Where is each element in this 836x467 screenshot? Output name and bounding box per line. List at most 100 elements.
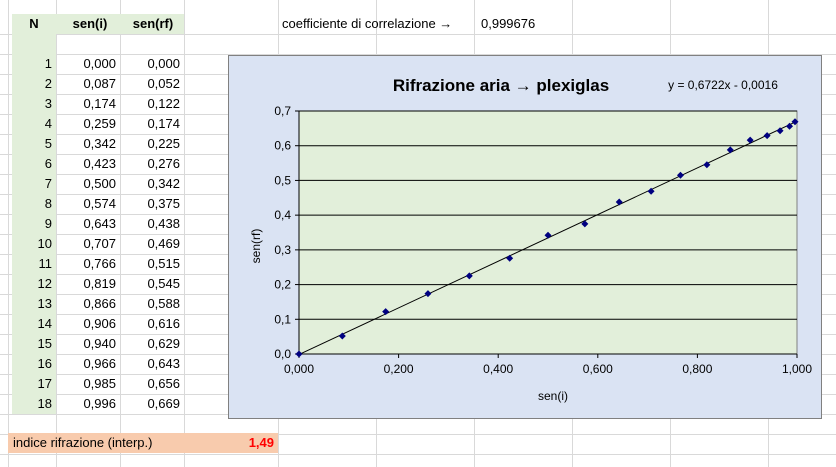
row-n[interactable]: 14 <box>37 316 52 331</box>
row-n[interactable]: 12 <box>37 276 52 291</box>
row-senrf[interactable]: 0,629 <box>147 336 180 351</box>
data-point <box>338 332 346 340</box>
data-point <box>703 161 711 169</box>
row-n[interactable]: 16 <box>37 356 52 371</box>
n-column-band <box>12 14 56 414</box>
row-seni[interactable]: 0,423 <box>83 156 116 171</box>
row-n[interactable]: 6 <box>44 156 52 171</box>
data-point <box>424 290 432 298</box>
row-n[interactable]: 2 <box>44 76 52 91</box>
data-point <box>746 136 754 144</box>
row-senrf[interactable]: 0,616 <box>147 316 180 331</box>
x-tick-label: 0,400 <box>483 362 513 376</box>
y-tick-label: 0,3 <box>274 243 291 257</box>
data-point <box>581 220 589 228</box>
row-seni[interactable]: 0,766 <box>83 256 116 271</box>
row-seni[interactable]: 0,174 <box>83 96 116 111</box>
row-senrf[interactable]: 0,276 <box>147 156 180 171</box>
y-tick-label: 0,5 <box>274 173 291 187</box>
row-senrf[interactable]: 0,643 <box>147 356 180 371</box>
chart-area[interactable]: Rifrazione aria → plexiglas y = 0,6722x … <box>228 55 822 419</box>
y-tick-label: 0,1 <box>274 312 291 326</box>
data-point <box>726 146 734 154</box>
row-n[interactable]: 13 <box>37 296 52 311</box>
row-senrf[interactable]: 0,656 <box>147 376 180 391</box>
index-label[interactable]: indice rifrazione (interp.) <box>13 435 153 450</box>
row-senrf[interactable]: 0,588 <box>147 296 180 311</box>
row-seni[interactable]: 0,985 <box>83 376 116 391</box>
y-tick-label: 0,4 <box>274 208 291 222</box>
row-seni[interactable]: 0,966 <box>83 356 116 371</box>
header-n[interactable]: N <box>29 16 39 31</box>
row-senrf[interactable]: 0,174 <box>147 116 180 131</box>
index-value[interactable]: 1,49 <box>248 435 274 450</box>
row-senrf[interactable]: 0,545 <box>147 276 180 291</box>
row-seni[interactable]: 0,574 <box>83 196 116 211</box>
data-point <box>647 187 655 195</box>
row-seni[interactable]: 0,087 <box>83 76 116 91</box>
row-n[interactable]: 10 <box>37 236 52 251</box>
row-n[interactable]: 9 <box>44 216 52 231</box>
row-senrf[interactable]: 0,342 <box>147 176 180 191</box>
row-seni[interactable]: 0,906 <box>83 316 116 331</box>
data-point <box>776 127 784 135</box>
row-seni[interactable]: 0,866 <box>83 296 116 311</box>
y-tick-label: 0,6 <box>274 139 291 153</box>
row-n[interactable]: 7 <box>44 176 52 191</box>
row-n[interactable]: 15 <box>37 336 52 351</box>
row-n[interactable]: 5 <box>44 136 52 151</box>
y-tick-label: 0,7 <box>274 104 291 118</box>
row-senrf[interactable]: 0,669 <box>147 396 180 411</box>
data-point <box>615 198 623 206</box>
y-axis-label: sen(rf) <box>249 229 263 264</box>
x-tick-label: 0,000 <box>284 362 314 376</box>
chart-title: Rifrazione aria → plexiglas <box>393 76 609 95</box>
row-senrf[interactable]: 0,052 <box>147 76 180 91</box>
row-seni[interactable]: 0,707 <box>83 236 116 251</box>
header-band <box>56 14 184 34</box>
correlation-value[interactable]: 0,999676 <box>481 16 536 31</box>
row-senrf[interactable]: 0,438 <box>147 216 180 231</box>
data-point <box>506 254 514 262</box>
row-seni[interactable]: 0,940 <box>83 336 116 351</box>
row-senrf[interactable]: 0,000 <box>147 56 180 71</box>
data-point <box>763 132 771 140</box>
row-n[interactable]: 8 <box>44 196 52 211</box>
x-tick-label: 0,200 <box>384 362 414 376</box>
row-seni[interactable]: 0,342 <box>83 136 116 151</box>
x-axis-label: sen(i) <box>538 389 568 403</box>
data-point <box>544 231 552 239</box>
row-n[interactable]: 17 <box>37 376 52 391</box>
row-n[interactable]: 3 <box>44 96 52 111</box>
data-point <box>786 122 794 130</box>
row-n[interactable]: 11 <box>38 256 53 271</box>
row-senrf[interactable]: 0,225 <box>147 136 180 151</box>
header-seni[interactable]: sen(i) <box>72 16 108 31</box>
trendline-equation: y = 0,6722x - 0,0016 <box>668 78 778 92</box>
row-seni[interactable]: 0,996 <box>83 396 116 411</box>
y-tick-label: 0,0 <box>274 347 291 361</box>
data-point <box>676 171 684 179</box>
data-point <box>465 272 473 280</box>
row-senrf[interactable]: 0,375 <box>147 196 180 211</box>
header-senrf[interactable]: sen(rf) <box>132 16 174 31</box>
x-tick-label: 1,000 <box>782 362 812 376</box>
row-seni[interactable]: 0,643 <box>83 216 116 231</box>
scatter-chart: Rifrazione aria → plexiglas y = 0,6722x … <box>249 76 812 403</box>
row-seni[interactable]: 0,819 <box>83 276 116 291</box>
row-senrf[interactable]: 0,122 <box>147 96 180 111</box>
correlation-label[interactable]: coefficiente di correlazione → <box>282 16 453 31</box>
row-seni[interactable]: 0,500 <box>83 176 116 191</box>
index-band <box>8 433 278 453</box>
row-n[interactable]: 4 <box>44 116 52 131</box>
row-n[interactable]: 1 <box>44 56 52 71</box>
y-tick-label: 0,2 <box>274 278 291 292</box>
row-senrf[interactable]: 0,469 <box>147 236 180 251</box>
x-tick-label: 0,600 <box>583 362 613 376</box>
data-point <box>382 308 390 316</box>
row-seni[interactable]: 0,259 <box>83 116 116 131</box>
row-seni[interactable]: 0,000 <box>83 56 116 71</box>
row-senrf[interactable]: 0,515 <box>147 256 180 271</box>
data-point <box>791 118 799 126</box>
row-n[interactable]: 18 <box>37 396 52 411</box>
